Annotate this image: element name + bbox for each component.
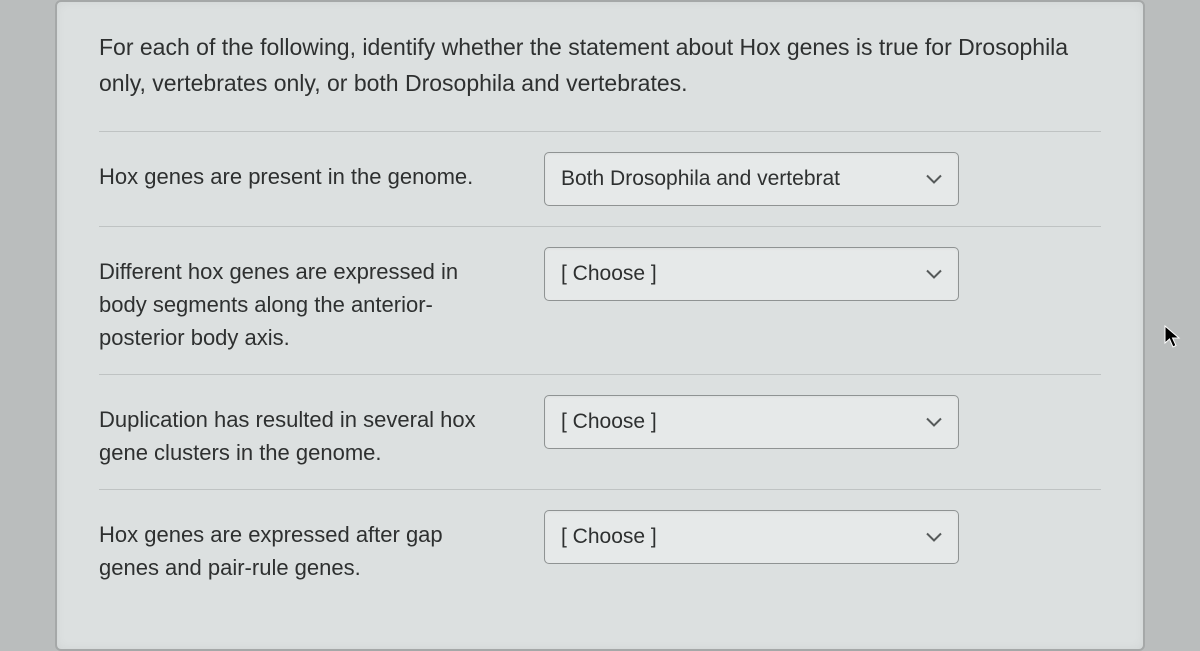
statement-text: Duplication has resulted in several hox … [99,395,504,469]
select-wrap: Both Drosophila and vertebrat [544,152,959,206]
chevron-down-icon [926,532,942,542]
statement-text: Hox genes are present in the genome. [99,152,504,193]
select-value: [ Choose ] [561,525,657,549]
chevron-down-icon [926,174,942,184]
statement-text: Different hox genes are expressed in bod… [99,247,504,354]
answer-select[interactable]: [ Choose ] [544,510,959,564]
chevron-down-icon [926,269,942,279]
answer-select[interactable]: [ Choose ] [544,247,959,301]
select-value: Both Drosophila and vertebrat [561,167,840,191]
select-value: [ Choose ] [561,262,657,286]
select-wrap: [ Choose ] [544,247,959,301]
question-row: Hox genes are expressed after gap genes … [57,490,1143,604]
select-wrap: [ Choose ] [544,510,959,564]
question-row: Hox genes are present in the genome. Bot… [57,132,1143,226]
cursor-icon [1164,325,1182,349]
statement-text: Hox genes are expressed after gap genes … [99,510,504,584]
question-panel: For each of the following, identify whet… [55,0,1145,651]
question-row: Duplication has resulted in several hox … [57,375,1143,489]
answer-select[interactable]: Both Drosophila and vertebrat [544,152,959,206]
question-row: Different hox genes are expressed in bod… [57,227,1143,374]
select-wrap: [ Choose ] [544,395,959,449]
select-value: [ Choose ] [561,410,657,434]
chevron-down-icon [926,417,942,427]
answer-select[interactable]: [ Choose ] [544,395,959,449]
question-prompt: For each of the following, identify whet… [57,2,1143,131]
